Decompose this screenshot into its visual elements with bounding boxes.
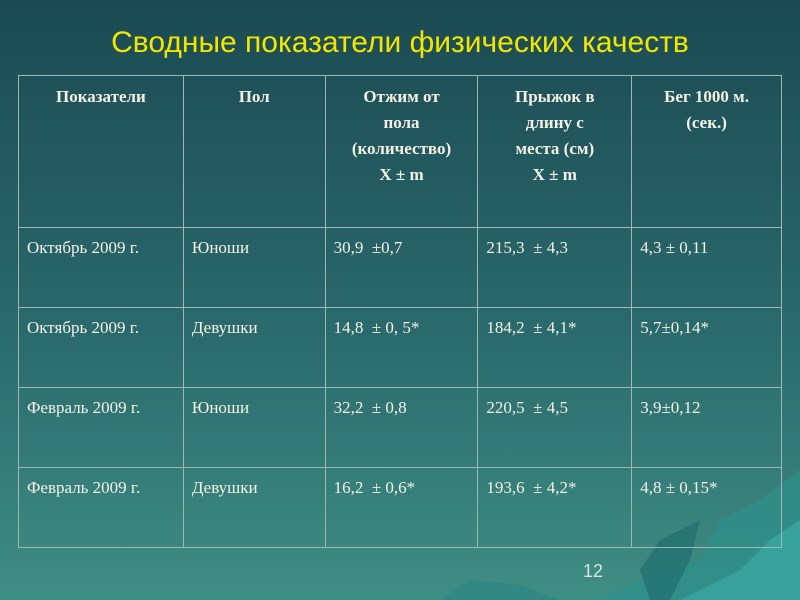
header-line: X ± m bbox=[379, 165, 424, 184]
table-cell: 184,2 ± 4,1* bbox=[477, 307, 633, 388]
table-cell: Февраль 2009 г. bbox=[18, 387, 184, 468]
table-row: Февраль 2009 г. Юноши 32,2 ± 0,8 220,5 ± 4,… bbox=[18, 387, 782, 468]
table-cell: Юноши bbox=[182, 387, 326, 468]
table-cell: Девушки bbox=[182, 467, 326, 548]
table-row: Октябрь 2009 г. Девушки 14,8 ± 0, 5* 184,2 … bbox=[18, 307, 782, 388]
table-cell: Юноши bbox=[182, 227, 326, 308]
table-cell: 16,2 ± 0,6* bbox=[324, 467, 479, 548]
header-line: Бег 1000 м. bbox=[664, 87, 750, 106]
table: Показатели Пол Отжим от пола (количество) X ±… bbox=[18, 75, 782, 548]
header-line: Отжим от bbox=[363, 87, 440, 106]
header-line: Пол bbox=[238, 87, 270, 106]
header-line: места (см) bbox=[515, 139, 595, 158]
table-cell: Февраль 2009 г. bbox=[18, 467, 184, 548]
header-cell: Прыжок в длину с места (см) X ± m bbox=[477, 75, 633, 228]
table-cell: 32,2 ± 0,8 bbox=[324, 387, 479, 468]
table-cell: Девушки bbox=[182, 307, 326, 388]
header-line: (количество) bbox=[351, 139, 452, 158]
table-cell: 215,3 ± 4,3 bbox=[477, 227, 633, 308]
header-cell: Бег 1000 м. (сек.) bbox=[631, 75, 782, 228]
slide-title: Сводные показатели физических качеств bbox=[111, 26, 689, 59]
header-cell: Показатели bbox=[18, 75, 184, 228]
header-line: (сек.) bbox=[686, 113, 727, 132]
header-cell: Отжим от пола (количество) X ± m bbox=[324, 75, 479, 228]
header-cell: Пол bbox=[182, 75, 326, 228]
table-cell: 193,6 ± 4,2* bbox=[477, 467, 633, 548]
header-row: Показатели Пол Отжим от пола (количество) X ±… bbox=[18, 75, 782, 228]
table-row: Февраль 2009 г. Девушки 16,2 ± 0,6* 193,6 ±… bbox=[18, 467, 782, 548]
header-line: Показатели bbox=[55, 87, 146, 106]
table-cell: 14,8 ± 0, 5* bbox=[324, 307, 479, 388]
header-line: пола bbox=[383, 113, 420, 132]
table-cell: Октябрь 2009 г. bbox=[18, 307, 184, 388]
table-row: Октябрь 2009 г. Юноши 30,9 ±0,7 215,3 ± 4,3… bbox=[18, 227, 782, 308]
table-cell: 3,9±0,12 bbox=[631, 387, 782, 468]
header-line: Прыжок в bbox=[515, 87, 595, 106]
header-line: X ± m bbox=[532, 165, 577, 184]
table-cell: 4,8 ± 0,15* bbox=[631, 467, 782, 548]
header-line: длину с bbox=[525, 113, 584, 132]
table-cell: Октябрь 2009 г. bbox=[18, 227, 184, 308]
table-cell: 220,5 ± 4,5 bbox=[477, 387, 633, 468]
table-cell: 4,3 ± 0,11 bbox=[631, 227, 782, 308]
page-number: 12 bbox=[583, 561, 604, 581]
table-cell: 30,9 ±0,7 bbox=[324, 227, 479, 308]
table-cell: 5,7±0,14* bbox=[631, 307, 782, 388]
